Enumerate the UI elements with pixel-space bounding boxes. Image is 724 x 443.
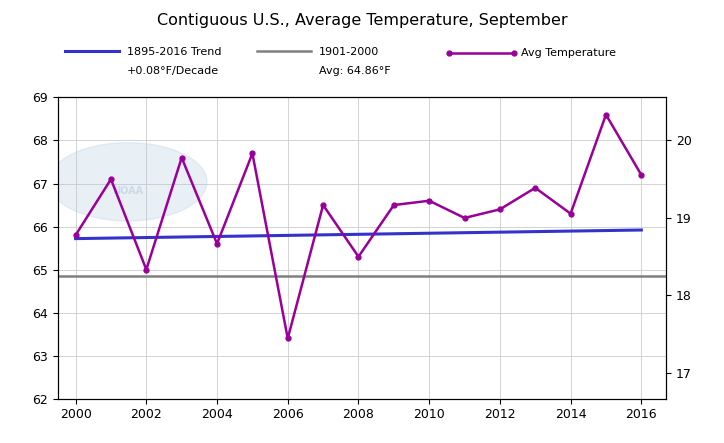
Text: 1895-2016 Trend: 1895-2016 Trend	[127, 47, 222, 57]
Text: +0.08°F/Decade: +0.08°F/Decade	[127, 66, 219, 77]
Text: 1901-2000: 1901-2000	[319, 47, 379, 57]
Text: Avg: 64.86°F: Avg: 64.86°F	[319, 66, 390, 77]
Circle shape	[49, 143, 207, 221]
Text: Contiguous U.S., Average Temperature, September: Contiguous U.S., Average Temperature, Se…	[156, 13, 568, 28]
Text: NOAA: NOAA	[112, 186, 143, 196]
Text: Avg Temperature: Avg Temperature	[521, 48, 616, 58]
